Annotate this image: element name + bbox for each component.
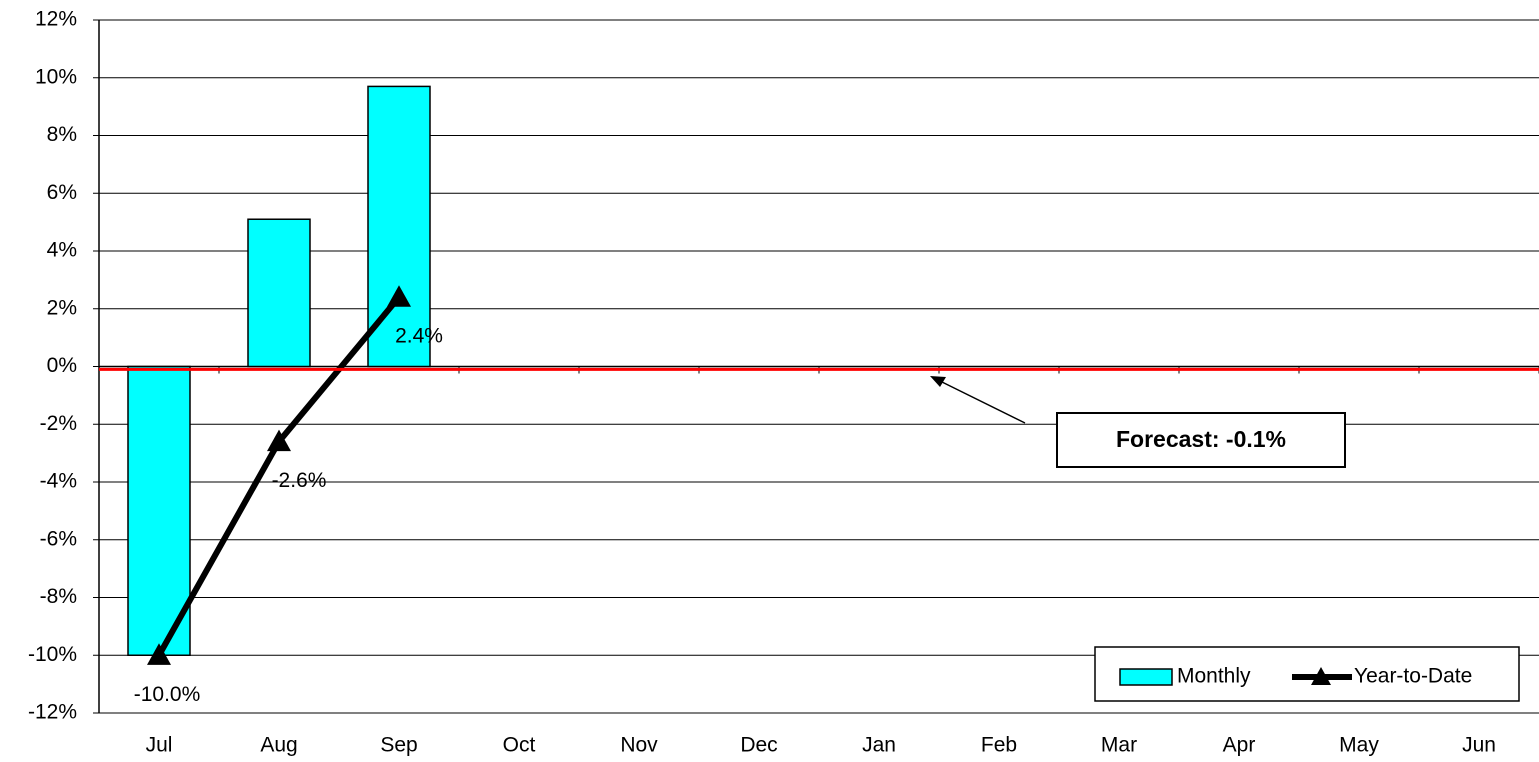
data-label: -10.0% [134,683,201,706]
data-label: 2.4% [395,325,443,348]
y-tick-label: 4% [47,239,77,262]
bar [127,365,191,656]
y-tick-label: 0% [47,354,77,377]
y-tick-label: -12% [28,701,77,724]
y-tick-label: 8% [47,123,77,146]
x-tick-label: Aug [260,734,297,757]
annotation-arrow [941,381,1026,424]
x-tick-label: Oct [503,734,536,757]
data-label: -2.6% [272,469,327,492]
x-tick-label: Feb [981,734,1017,757]
legend-swatch [1119,668,1173,686]
y-tick-label: 10% [35,65,77,88]
x-tick-label: Mar [1101,734,1137,757]
x-tick-label: Jan [862,734,896,757]
y-tick-label: 2% [47,296,77,319]
legend-label: Year-to-Date [1354,665,1472,688]
y-tick-label: -10% [28,643,77,666]
x-tick-label: Dec [740,734,777,757]
x-tick-label: Sep [380,734,417,757]
marker [267,429,291,452]
y-tick-label: 12% [35,8,77,31]
arrow-head [930,376,946,387]
y-tick-label: 6% [47,181,77,204]
y-tick-label: -8% [40,585,77,608]
legend-marker [1311,667,1331,685]
x-tick-label: May [1339,734,1379,757]
marker [387,285,411,307]
x-tick-label: Nov [620,734,658,757]
x-tick-label: Jun [1462,734,1496,757]
legend-label: Monthly [1177,665,1251,688]
bar [247,218,311,368]
x-tick-label: Apr [1223,734,1256,757]
y-tick-label: -6% [40,527,77,550]
marker [147,643,171,665]
annotation-text: Forecast: -0.1% [1116,426,1286,452]
y-tick-label: -2% [40,412,77,435]
bar [367,85,431,368]
y-tick-label: -4% [40,470,77,493]
x-tick-label: Jul [146,734,173,757]
annotation-box [1056,412,1346,468]
